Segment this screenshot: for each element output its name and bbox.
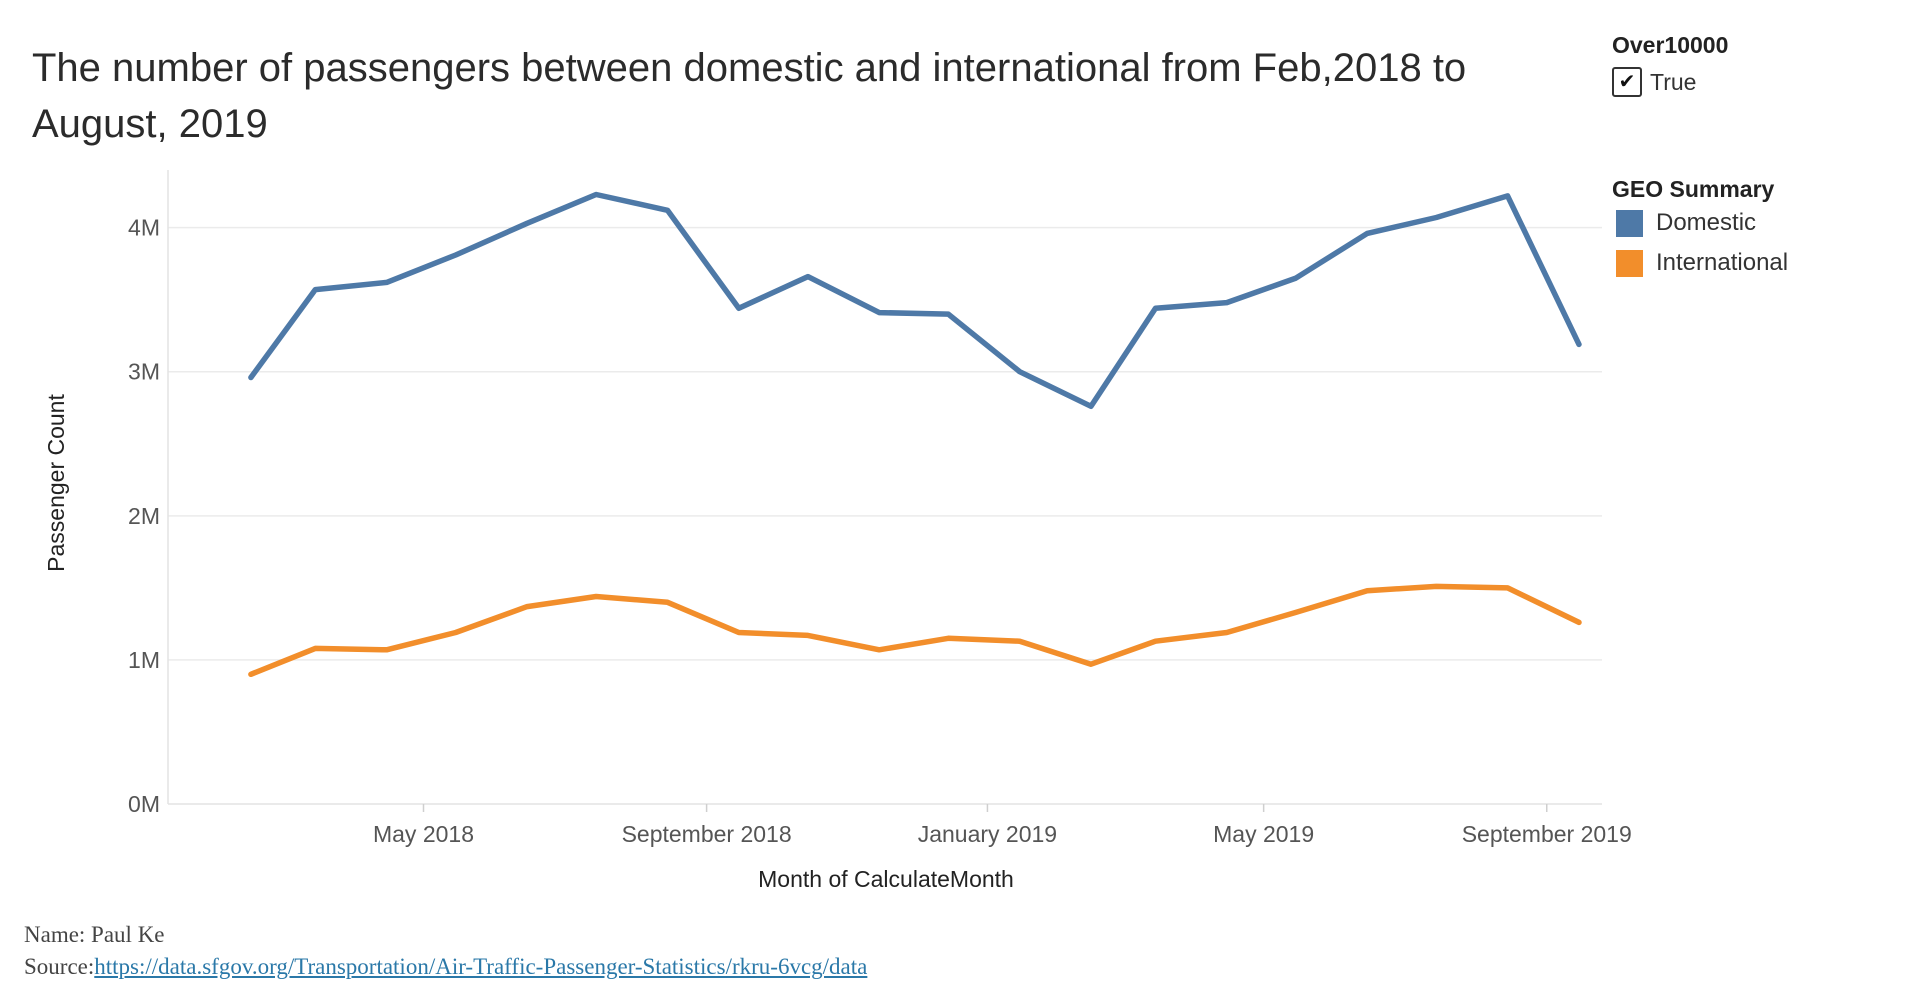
legend-label-international: International — [1656, 249, 1789, 276]
source-prefix: Source: — [24, 954, 95, 979]
legend-label-domestic: Domestic — [1656, 209, 1757, 236]
series-line-domestic — [248, 191, 1582, 410]
chart-title: The number of passengers between domesti… — [32, 46, 1467, 146]
y-axis-title: Passenger Count — [43, 394, 69, 572]
x-tick-label: May 2018 — [373, 821, 474, 847]
checkmark-icon: ✔ — [1618, 71, 1636, 93]
filter-title: Over10000 — [1612, 32, 1729, 58]
x-axis-title: Month of CalculateMonth — [758, 866, 1014, 892]
gridlines — [168, 226, 1602, 661]
y-tick-label: 2M — [128, 503, 160, 529]
legend-title: GEO Summary — [1612, 176, 1775, 202]
y-tick-label: 3M — [128, 359, 160, 385]
axes — [167, 170, 1602, 812]
x-tick-labels: May 2018 September 2018 January 2019 May 20… — [373, 821, 1632, 847]
x-tick-label: September 2019 — [1462, 821, 1632, 847]
source-line: Source:https://data.sfgov.org/Transporta… — [24, 954, 867, 980]
checkbox-true[interactable]: ✔ — [1612, 67, 1642, 97]
series-lines — [248, 191, 1582, 678]
line-chart: 0M 1M 2M 3M 4M May 2018 September 2018 January… — [43, 170, 1632, 892]
source-link[interactable]: https://data.sfgov.org/Transportation/Ai… — [94, 954, 868, 979]
x-tick-label: September 2018 — [622, 821, 792, 847]
legend-item-domestic[interactable]: Domestic — [1616, 209, 1756, 237]
x-tick-label: May 2019 — [1213, 821, 1314, 847]
legend-swatch-domestic — [1616, 209, 1643, 237]
y-tick-label: 4M — [128, 215, 160, 241]
filter-option-true[interactable]: ✔ True — [1612, 67, 1696, 97]
filter-option-label: True — [1650, 68, 1697, 95]
series-line-international — [248, 583, 1582, 678]
y-tick-label: 1M — [128, 647, 160, 673]
legend-item-international[interactable]: International — [1616, 249, 1788, 277]
legend-swatch-international — [1616, 249, 1643, 277]
y-tick-label: 0M — [128, 791, 160, 817]
y-tick-labels: 0M 1M 2M 3M 4M — [128, 215, 160, 817]
author-name: Name: Paul Ke — [24, 922, 165, 947]
x-tick-label: January 2019 — [918, 821, 1057, 847]
